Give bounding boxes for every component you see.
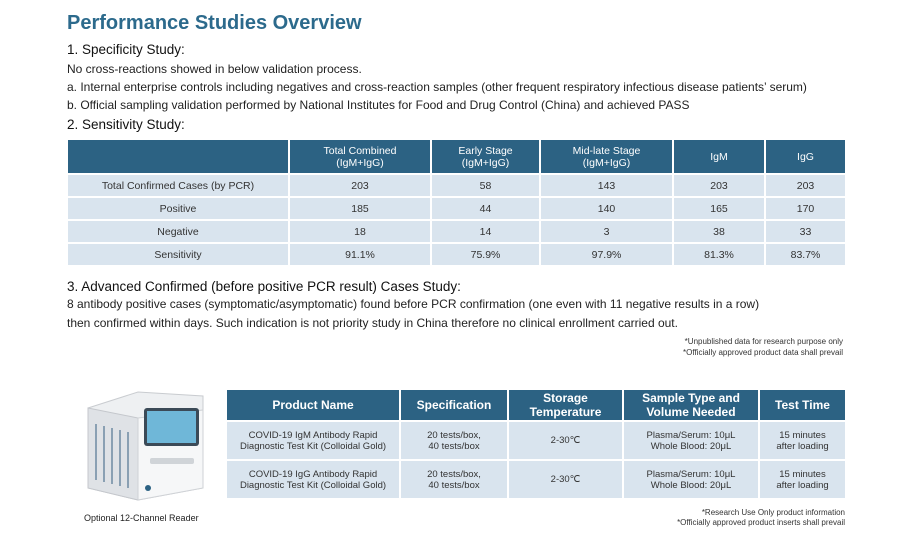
table-cell: Positive xyxy=(66,196,290,221)
table-cell: 185 xyxy=(288,196,432,221)
table-row: Sensitivity 91.1% 75.9% 97.9% 81.3% 83.7% xyxy=(66,242,847,267)
table-cell: 2-30℃ xyxy=(507,420,624,461)
table-cell: 15 minutes after loading xyxy=(758,420,847,461)
header-cell: Storage Temperature xyxy=(507,388,624,422)
text-line: No cross-reactions showed in below valid… xyxy=(67,62,362,76)
heading: 2. Sensitivity Study: xyxy=(67,117,185,132)
heading: 1. Specificity Study: xyxy=(67,42,185,57)
table-cell: 203 xyxy=(672,173,766,198)
table-cell: 203 xyxy=(288,173,432,198)
table-row: COVID-19 IgM Antibody Rapid Diagnostic T… xyxy=(225,420,847,461)
table-cell: Total Confirmed Cases (by PCR) xyxy=(66,173,290,198)
text-line: a. Internal enterprise controls includin… xyxy=(67,80,807,94)
table-cell: 203 xyxy=(764,173,847,198)
header-cell: Product Name xyxy=(225,388,401,422)
header-cell: Total Combined (IgM+IgG) xyxy=(288,138,432,175)
heading: 3. Advanced Confirmed (before positive P… xyxy=(67,279,461,294)
table-cell: COVID-19 IgM Antibody Rapid Diagnostic T… xyxy=(225,420,401,461)
text-line: 8 antibody positive cases (symptomatic/a… xyxy=(67,297,760,311)
device-caption: Optional 12-Channel Reader xyxy=(84,513,199,523)
table-cell: 97.9% xyxy=(539,242,674,267)
table-cell: COVID-19 IgG Antibody Rapid Diagnostic T… xyxy=(225,459,401,500)
table-cell: 14 xyxy=(430,219,541,244)
table-cell: 38 xyxy=(672,219,766,244)
header-cell: Specification xyxy=(399,388,509,422)
table-cell: Sensitivity xyxy=(66,242,290,267)
table-cell: 165 xyxy=(672,196,766,221)
table-row: COVID-19 IgG Antibody Rapid Diagnostic T… xyxy=(225,459,847,500)
table-cell: 18 xyxy=(288,219,432,244)
table-cell: 143 xyxy=(539,173,674,198)
table-cell: 15 minutes after loading xyxy=(758,459,847,500)
text-line: then confirmed within days. Such indicat… xyxy=(67,316,678,330)
note: *Research Use Only product information xyxy=(701,508,845,517)
header-row: Product Name Specification Storage Tempera… xyxy=(225,388,847,422)
header-cell: IgM xyxy=(672,138,766,175)
table-row: Negative 18 14 3 38 33 xyxy=(66,219,847,244)
table-cell: 20 tests/box, 40 tests/box xyxy=(399,420,509,461)
table-cell: 170 xyxy=(764,196,847,221)
table-cell: Plasma/Serum: 10μL Whole Blood: 20μL xyxy=(622,420,760,461)
table-cell: 20 tests/box, 40 tests/box xyxy=(399,459,509,500)
device-illustration xyxy=(87,391,204,501)
table-cell: 81.3% xyxy=(672,242,766,267)
text-line: b. Official sampling validation performe… xyxy=(67,98,690,112)
table-row: Positive 185 44 140 165 170 xyxy=(66,196,847,221)
product-table: Product Name Specification Storage Tempera… xyxy=(225,388,847,500)
note: *Officially approved product data shall … xyxy=(683,348,843,357)
header-cell: Test Time xyxy=(758,388,847,422)
table-cell: 91.1% xyxy=(288,242,432,267)
table-cell: 83.7% xyxy=(764,242,847,267)
header-cell: Early Stage (IgM+IgG) xyxy=(430,138,541,175)
table-row: Total Confirmed Cases (by PCR) 203 58 143 20… xyxy=(66,173,847,198)
sensitivity-table: Total Combined (IgM+IgG) Early Stage (IgM… xyxy=(66,138,847,267)
header-cell: Mid-late Stage (IgM+IgG) xyxy=(539,138,674,175)
header-cell xyxy=(66,138,290,175)
title: Performance Studies Overview xyxy=(67,12,362,34)
table-cell: 2-30℃ xyxy=(507,459,624,500)
table-cell: 44 xyxy=(430,196,541,221)
table-cell: 140 xyxy=(539,196,674,221)
table-cell: 75.9% xyxy=(430,242,541,267)
table-cell: Negative xyxy=(66,219,290,244)
header-cell: Sample Type and Volume Needed xyxy=(622,388,760,422)
table-cell: 58 xyxy=(430,173,541,198)
table-cell: Plasma/Serum: 10μL Whole Blood: 20μL xyxy=(622,459,760,500)
table-cell: 33 xyxy=(764,219,847,244)
header-cell: IgG xyxy=(764,138,847,175)
table-cell: 3 xyxy=(539,219,674,244)
note: *Officially approved product inserts sha… xyxy=(677,518,845,527)
note: *Unpublished data for research purpose o… xyxy=(684,337,843,346)
header-row: Total Combined (IgM+IgG) Early Stage (IgM… xyxy=(66,138,847,175)
